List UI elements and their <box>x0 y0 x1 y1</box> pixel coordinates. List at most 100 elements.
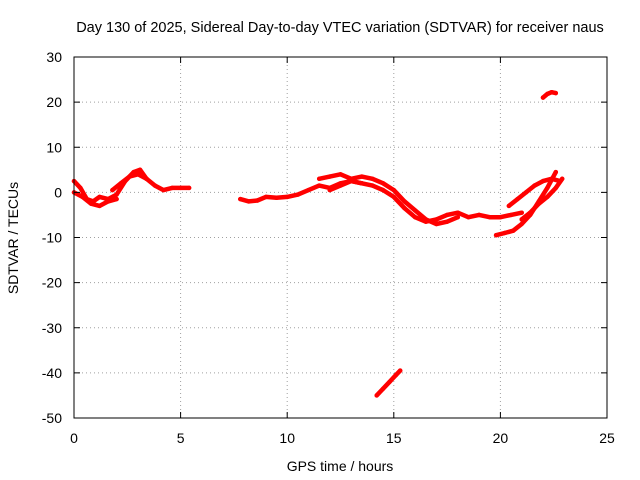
data-point <box>97 194 102 200</box>
x-axis-label: GPS time / hours <box>287 458 394 474</box>
data-point <box>423 217 428 222</box>
x-tick-label: 10 <box>279 430 295 446</box>
data-point <box>349 178 354 184</box>
data-point <box>412 215 418 220</box>
data-point <box>144 176 149 181</box>
data-point <box>327 174 332 179</box>
data-point <box>402 206 407 211</box>
series-trace-d <box>238 178 524 224</box>
data-point <box>359 181 364 186</box>
data-point <box>295 192 301 197</box>
data-point <box>532 183 537 188</box>
data-point <box>519 217 524 222</box>
data-point <box>549 176 554 181</box>
chart-title: Day 130 of 2025, Sidereal Day-to-day VTE… <box>76 20 604 36</box>
data-point <box>80 194 85 200</box>
data-point <box>476 212 482 218</box>
x-tick-label: 0 <box>70 430 78 446</box>
data-point <box>359 174 364 179</box>
data-point <box>118 181 124 186</box>
data-point <box>370 183 375 188</box>
data-point <box>186 185 192 191</box>
y-tick-label: -30 <box>42 320 62 336</box>
y-tick-label: 30 <box>46 49 62 65</box>
y-axis-label: SDTVAR / TECUs <box>5 182 21 294</box>
plot-border <box>73 56 608 419</box>
data-point <box>317 183 322 188</box>
data-point <box>380 187 386 193</box>
data-point <box>380 181 386 186</box>
data-point <box>466 215 471 220</box>
data-point <box>536 201 541 206</box>
data-point <box>152 183 158 188</box>
grid-lines <box>74 57 607 418</box>
data-point <box>110 187 115 193</box>
data-point <box>545 185 550 191</box>
series-trace-j <box>519 176 565 222</box>
data-point <box>327 187 332 193</box>
data-point <box>370 176 375 181</box>
data-point <box>380 386 386 391</box>
data-point <box>553 90 558 96</box>
data-point <box>502 230 507 236</box>
data-point <box>511 228 516 233</box>
data-point <box>545 91 550 97</box>
data-point <box>338 183 343 188</box>
data-point <box>545 194 550 200</box>
y-tick-label: 10 <box>46 139 62 155</box>
data-point <box>455 215 460 220</box>
data-point <box>97 203 102 209</box>
data-point <box>127 174 132 179</box>
data-point <box>498 215 503 220</box>
data-point <box>263 194 269 200</box>
y-tick-label: -40 <box>42 365 62 381</box>
x-tick-label: 25 <box>599 430 615 446</box>
data-point <box>549 90 554 95</box>
y-tick-label: -10 <box>42 230 62 246</box>
data-point <box>434 217 439 222</box>
data-point <box>238 196 243 202</box>
data-point <box>169 185 175 191</box>
data-point <box>374 393 379 398</box>
data-point <box>317 176 322 181</box>
y-axis-ticks: -50 -40 -30 -20 -10 0 10 20 30 <box>42 49 607 426</box>
data-point <box>540 95 546 100</box>
data-point <box>493 233 499 238</box>
data-point <box>560 176 565 181</box>
data-point <box>393 372 399 378</box>
data-point <box>398 368 403 373</box>
y-tick-label: -50 <box>42 410 62 426</box>
x-axis-ticks: 0 5 10 15 20 25 <box>70 57 615 446</box>
data-point <box>135 172 141 177</box>
data-point <box>274 195 279 200</box>
data-point <box>78 185 83 191</box>
x-tick-label: 5 <box>177 430 185 446</box>
data-point <box>434 221 439 227</box>
data-point <box>338 172 343 177</box>
data-point <box>88 201 94 206</box>
data-point <box>515 196 520 202</box>
data-point <box>506 203 512 209</box>
data-point <box>246 199 251 204</box>
data-point <box>114 192 119 197</box>
data-point <box>528 210 533 215</box>
data-point <box>508 212 514 218</box>
data-point <box>105 199 111 204</box>
data-traces <box>71 89 565 398</box>
data-point <box>455 210 460 215</box>
data-point <box>161 187 166 193</box>
y-tick-label: -20 <box>42 275 62 291</box>
data-point <box>387 379 392 385</box>
data-point <box>523 190 529 195</box>
x-tick-label: 15 <box>386 430 402 446</box>
series-trace-f <box>327 178 365 193</box>
x-tick-label: 20 <box>493 430 509 446</box>
data-point <box>285 194 290 200</box>
data-point <box>114 196 119 202</box>
data-point <box>391 194 396 200</box>
data-point <box>412 208 418 213</box>
data-point <box>444 219 450 224</box>
data-point <box>553 185 558 191</box>
data-point <box>519 210 524 215</box>
